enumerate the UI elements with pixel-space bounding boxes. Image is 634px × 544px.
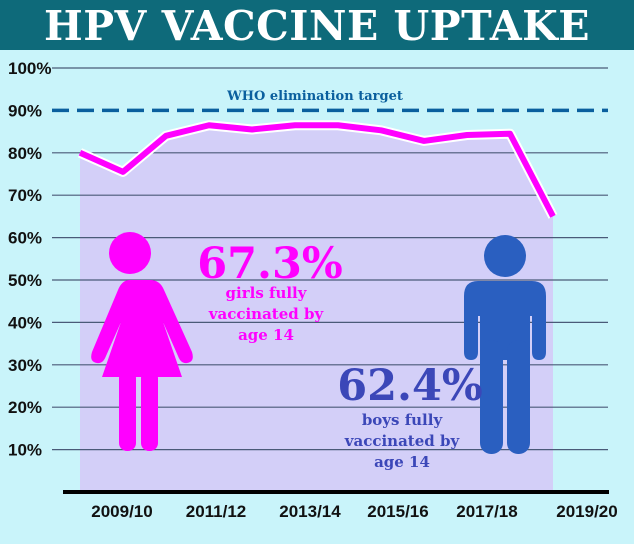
x-tick-label: 2013/14 [279, 502, 341, 521]
x-tick-label: 2009/10 [91, 502, 152, 521]
boys-caption-line-2: vaccinated by [344, 432, 461, 450]
y-tick-label: 100% [8, 59, 51, 78]
chart-title: HPV VACCINE UPTAKE [43, 2, 591, 50]
x-tick-label: 2015/16 [367, 502, 428, 521]
y-tick-label: 80% [8, 144, 42, 163]
area-fill [80, 125, 553, 493]
x-tick-label: 2011/12 [186, 502, 247, 521]
girls-caption-line-1: girls fully [226, 284, 308, 302]
x-tick-label: 2019/20 [556, 502, 617, 521]
title-bar: HPV VACCINE UPTAKE [0, 0, 634, 50]
y-tick-label: 70% [8, 186, 42, 205]
boys-percentage: 62.4% [337, 361, 483, 411]
y-tick-label: 30% [8, 356, 42, 375]
x-tick-label: 2017/18 [456, 502, 517, 521]
series-line [78, 122, 556, 218]
y-tick-label: 50% [8, 271, 42, 290]
y-tick-label: 90% [8, 101, 42, 120]
reference-line-label: WHO elimination target [226, 89, 403, 104]
girl-icon [91, 232, 193, 451]
girls-caption-line-2: vaccinated by [208, 305, 325, 323]
boys-caption-line-3: age 14 [374, 453, 430, 471]
girls-caption-line-3: age 14 [238, 326, 294, 344]
y-tick-label: 60% [8, 229, 42, 248]
girls-percentage: 67.3% [197, 239, 343, 289]
y-tick-label: 20% [8, 398, 42, 417]
y-tick-label: 10% [8, 441, 42, 460]
y-tick-label: 40% [8, 313, 42, 332]
boy-icon [464, 235, 546, 454]
boys-caption-line-1: boys fully [362, 411, 444, 429]
